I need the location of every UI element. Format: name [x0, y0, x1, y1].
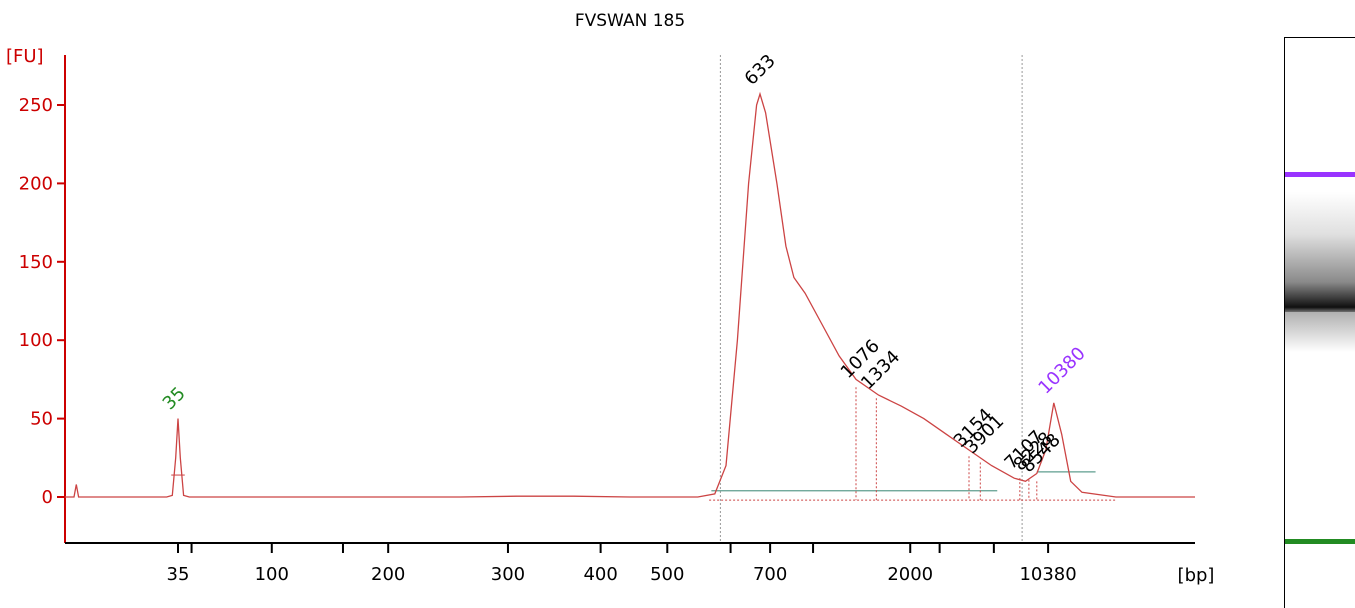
peak-label: 633 [741, 50, 780, 89]
y-tick-label: 100 [19, 330, 53, 351]
x-tick-label: 300 [491, 564, 525, 585]
y-tick-label: 150 [19, 252, 53, 273]
gel-smear [1285, 191, 1355, 312]
electropherogram-chart: FVSWAN 185 0 50 100 150 200 250 [FU] 35 100 200 30… [6, 11, 1214, 586]
gel-smear-tail [1285, 311, 1355, 352]
x-tick-label: 400 [583, 564, 617, 585]
x-tick-label: 100 [255, 564, 289, 585]
y-tick-label: 250 [19, 95, 53, 116]
electropherogram-trace [65, 91, 1195, 498]
gel-band-upper-marker [1285, 171, 1355, 177]
peak-label: 10380 [1034, 343, 1089, 398]
gel-lane-image [1284, 37, 1355, 608]
y-tick-label: 50 [30, 409, 53, 430]
x-tick-label: 35 [167, 564, 190, 585]
plot-area: 0 50 100 150 200 250 [FU] 35 100 200 300 400 500 700 2… [6, 46, 1214, 586]
x-tick-label: 10380 [1019, 564, 1076, 585]
chart-title: FVSWAN 185 [575, 11, 685, 31]
x-tick-label: 700 [753, 564, 787, 585]
gel-band-lower-marker [1285, 539, 1355, 545]
x-tick-label: 2000 [887, 564, 933, 585]
y-tick-label: 200 [19, 173, 53, 194]
y-axis-label: [FU] [6, 46, 44, 67]
x-axis-label: [bp] [1178, 565, 1215, 586]
x-tick-label: 500 [650, 564, 684, 585]
x-tick-label: 200 [371, 564, 405, 585]
peak-label: 35 [159, 383, 190, 414]
y-tick-label: 0 [42, 487, 53, 508]
